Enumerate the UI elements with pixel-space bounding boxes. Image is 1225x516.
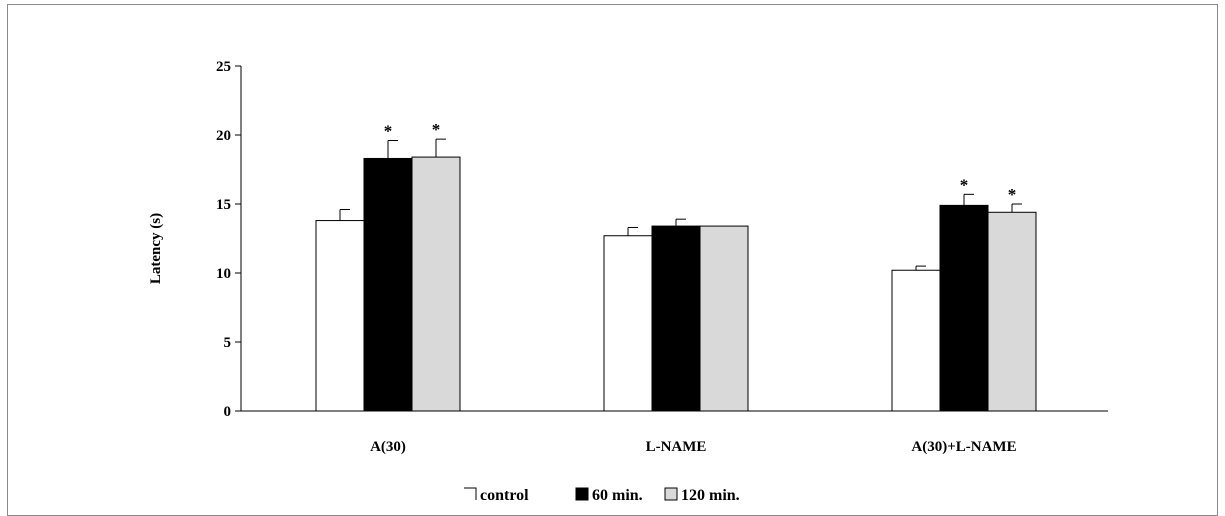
bars: * * * *	[315, 120, 1037, 412]
x-tick-label: L-NAME	[646, 439, 707, 455]
legend-swatch	[575, 487, 589, 501]
bar	[699, 225, 749, 412]
significance-star: *	[960, 175, 969, 194]
x-tick-label: A(30)	[370, 439, 406, 455]
y-tick-label: 20	[216, 128, 231, 144]
bar	[651, 225, 701, 412]
bar	[939, 204, 989, 412]
bar	[987, 211, 1037, 412]
bar	[891, 269, 941, 412]
y-tick-label: 10	[216, 266, 231, 282]
significance-star: *	[1008, 185, 1017, 204]
legend-label: 60 min.	[592, 487, 643, 504]
legend-swatch	[464, 487, 477, 500]
y-tick-label: 5	[224, 335, 232, 351]
bar	[411, 156, 461, 412]
y-tick-label: 15	[216, 197, 231, 213]
bar	[603, 235, 653, 412]
legend-label: control	[480, 487, 529, 504]
legend-label: 120 min.	[681, 487, 740, 504]
y-axis-label: Latency (s)	[148, 213, 164, 284]
y-tick-label: 25	[216, 59, 231, 75]
legend-swatch	[664, 487, 678, 501]
significance-star: *	[384, 122, 393, 141]
y-tick-label: 0	[224, 404, 232, 420]
legend: control 60 min. 120 min.	[464, 487, 740, 504]
significance-star: *	[432, 120, 441, 139]
bar	[363, 157, 413, 412]
x-tick-label: A(30)+L-NAME	[911, 439, 1016, 455]
bar	[315, 220, 365, 412]
